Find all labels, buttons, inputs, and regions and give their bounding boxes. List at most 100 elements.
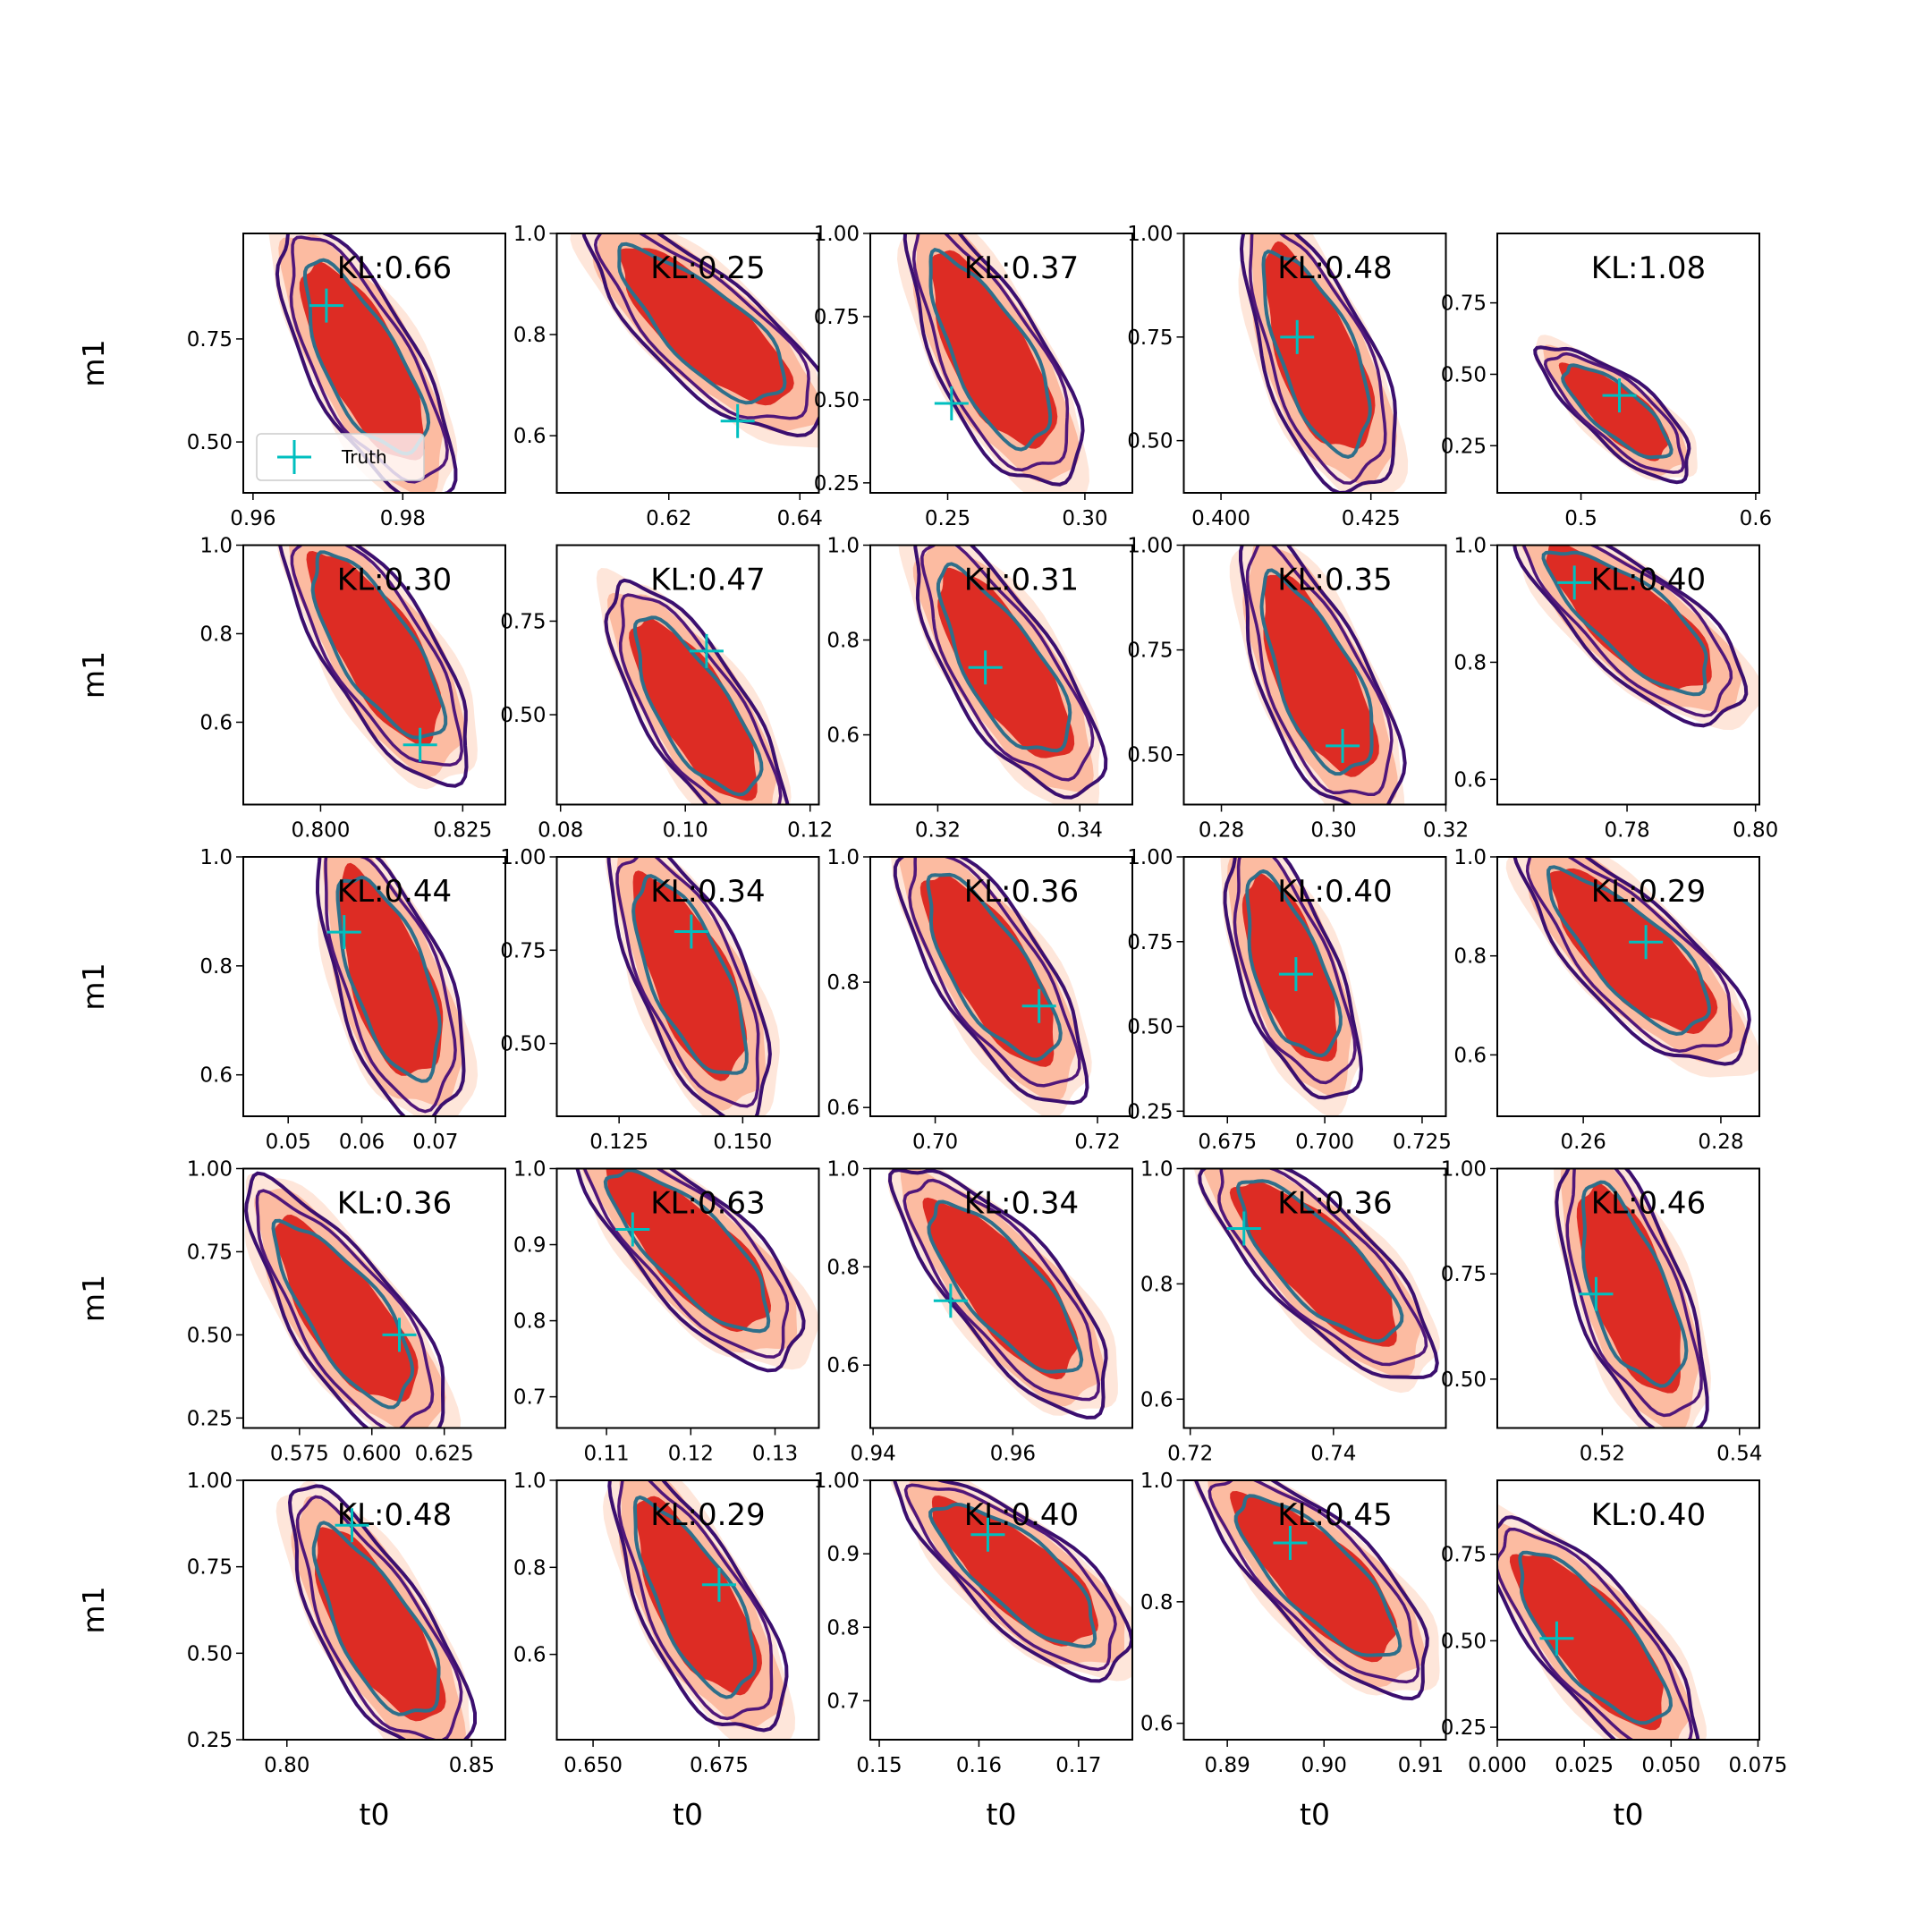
contour-line	[302, 258, 431, 456]
x-tick-label: 0.96	[230, 507, 275, 530]
contours	[275, 1480, 477, 1740]
y-tick-label: 0.6	[199, 711, 233, 734]
y-tick-label: 0.8	[513, 1556, 547, 1580]
contour-line	[244, 1171, 445, 1428]
x-tick-label: 0.08	[538, 819, 583, 843]
truth-marker	[1226, 1211, 1261, 1246]
y-tick-label: 0.8	[826, 1256, 860, 1279]
x-tick-label: 0.25	[925, 507, 970, 530]
contours	[570, 233, 819, 448]
contour-line	[887, 1168, 1108, 1419]
contour-line	[902, 233, 1085, 487]
contours	[897, 233, 1089, 493]
contour-line	[928, 1502, 1097, 1649]
x-tick-label: 0.26	[1561, 1131, 1606, 1154]
density-fill	[299, 261, 425, 461]
y-tick-label: 0.25	[1127, 1100, 1173, 1123]
density-fill	[1509, 1554, 1664, 1731]
contours	[575, 1168, 819, 1373]
legend-label: Truth	[341, 446, 387, 468]
contour-line	[893, 1480, 1132, 1683]
x-tick-label: 0.05	[266, 1131, 311, 1154]
y-tick-label: 0.7	[826, 1690, 860, 1713]
contour-line	[1223, 857, 1364, 1100]
contours	[1193, 1168, 1440, 1394]
x-tick-label: 0.12	[668, 1443, 714, 1466]
truth-marker	[720, 403, 755, 438]
x-tick-label: 0.15	[856, 1754, 902, 1777]
x-tick-label: 0.725	[1393, 1131, 1452, 1154]
contour-line	[913, 545, 1108, 800]
contours	[603, 1480, 795, 1740]
x-tick-label: 0.17	[1055, 1754, 1101, 1777]
contour-line	[927, 1199, 1084, 1374]
contours	[1505, 857, 1759, 1078]
contours	[1220, 857, 1364, 1116]
density-fill	[1576, 1183, 1681, 1394]
contour-line	[603, 1168, 771, 1334]
x-tick-label: 0.98	[380, 507, 426, 530]
axes-frame	[242, 856, 506, 1117]
x-tick-label: 0.72	[1167, 1443, 1213, 1466]
y-tick-label: 0.75	[1441, 1263, 1487, 1286]
density-fill	[619, 248, 794, 406]
x-tick-label: 0.89	[1205, 1754, 1250, 1777]
axes-frame	[1496, 233, 1760, 494]
subplot: 0.000 0.025 0.050 0.075 0.25 0.50 0.75 KL:0.40 t…	[1441, 1479, 1788, 1832]
x-tick-label: 0.675	[1198, 1131, 1257, 1154]
x-tick-label: 0.700	[1295, 1131, 1354, 1154]
y-tick-label: 0.75	[500, 939, 546, 962]
density-fill	[937, 567, 1075, 758]
x-tick-label: 0.11	[583, 1443, 629, 1466]
truth-marker	[1278, 957, 1313, 992]
truth-marker	[1273, 1525, 1308, 1560]
x-axis-label: t0	[1300, 1797, 1330, 1832]
y-tick-label: 1.0	[1140, 1158, 1174, 1182]
contour-line	[926, 872, 1063, 1062]
y-tick-label: 0.6	[826, 1354, 860, 1377]
subplot: 0.52 0.54 0.50 0.75 1.00 KL:0.46	[1441, 1158, 1763, 1466]
y-tick-label: 0.9	[513, 1234, 547, 1258]
contour-line	[255, 1189, 435, 1428]
axes-frame	[1496, 856, 1760, 1117]
x-tick-label: 0.78	[1604, 819, 1649, 843]
y-tick-label: 0.75	[1441, 1544, 1487, 1567]
density-fill	[1558, 362, 1670, 462]
y-tick-label: 0.8	[1140, 1591, 1174, 1614]
y-axis-label: m1	[76, 651, 111, 699]
axes-frame	[1496, 1167, 1760, 1429]
y-tick-label: 0.8	[1453, 945, 1487, 969]
axes-frame	[869, 544, 1133, 806]
x-tick-label: 0.28	[1698, 1131, 1743, 1154]
density-fill	[1263, 574, 1379, 777]
contour-line	[1245, 545, 1394, 796]
density-fill	[337, 862, 444, 1076]
y-tick-label: 1.0	[1453, 846, 1487, 869]
annotation: KL:0.36	[337, 1186, 452, 1222]
contour-line	[1543, 352, 1685, 474]
x-tick-label: 0.34	[1057, 819, 1103, 843]
subplot: 0.650 0.675 0.6 0.8 1.0 KL:0.29 t0	[513, 1470, 820, 1832]
contour-line	[903, 1483, 1117, 1672]
y-tick-label: 0.6	[1140, 1388, 1174, 1411]
x-tick-label: 0.07	[412, 1131, 458, 1154]
y-tick-label: 0.6	[826, 1097, 860, 1120]
y-tick-label: 0.8	[826, 630, 860, 653]
truth-marker	[970, 1517, 1005, 1552]
x-tick-label: 0.30	[1310, 819, 1356, 843]
contour-line	[908, 857, 1081, 1088]
x-tick-label: 0.32	[915, 819, 961, 843]
subplot: 0.62 0.64 0.6 0.8 1.0 KL:0.25	[513, 223, 823, 530]
contour-line	[1193, 1480, 1429, 1701]
y-tick-label: 0.50	[1127, 1016, 1173, 1039]
x-tick-label: 0.64	[777, 507, 823, 530]
annotation: KL:0.25	[650, 250, 765, 286]
annotation: KL:0.36	[1277, 1186, 1392, 1222]
truth-marker	[1021, 988, 1056, 1023]
truth-marker	[1326, 728, 1360, 763]
contour-line	[1208, 1480, 1420, 1684]
y-tick-label: 0.6	[199, 1064, 233, 1088]
contours	[276, 545, 478, 790]
contour-line	[902, 1178, 1101, 1402]
x-tick-label: 0.075	[1729, 1754, 1788, 1777]
